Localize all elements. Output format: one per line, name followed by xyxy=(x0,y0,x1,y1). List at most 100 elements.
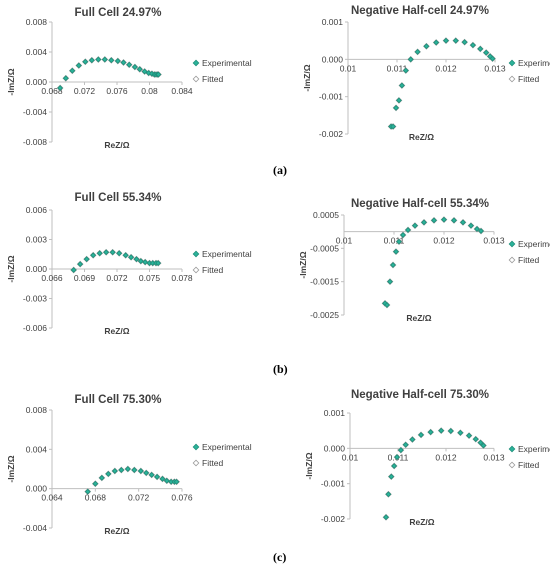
chart1-experimental-point xyxy=(108,57,115,64)
chart5-xtick-label: 0.072 xyxy=(128,493,150,503)
chart6-ytick-label: 0.000 xyxy=(324,443,346,453)
chart2-experimental-point xyxy=(414,49,421,55)
chart6-experimental-point xyxy=(388,473,395,480)
chart5-ytick-label: 0.004 xyxy=(26,444,48,454)
chart2-xtick-label: 0.01 xyxy=(340,63,357,73)
chart4-experimental-point xyxy=(478,228,484,234)
chart5-xtick-label: 0.076 xyxy=(171,493,193,503)
chart4-xtick-label: 0.012 xyxy=(433,236,455,246)
chart5-y-label: -ImZ/Ω xyxy=(6,455,16,482)
chart5-xtick-label: 0.068 xyxy=(85,493,107,503)
chart6-legend-experimental-marker xyxy=(508,445,516,453)
chart6-ytick-label: 0.001 xyxy=(324,408,346,418)
chart4-xtick-label: 0.011 xyxy=(384,236,405,246)
chart4-legend-fitted-marker xyxy=(508,256,516,264)
chart2-experimental-point xyxy=(489,55,496,62)
chart3-legend-fitted-marker xyxy=(192,266,200,274)
chart5-legend-experimental-marker xyxy=(192,443,200,451)
chart2-xtick-label: 0.013 xyxy=(484,63,506,73)
chart3-experimental-point xyxy=(137,258,144,264)
chart1-ytick-label: 0.008 xyxy=(26,17,48,27)
panel-label-b: (b) xyxy=(273,362,288,376)
chart2-experimental-point xyxy=(407,56,414,63)
chart1-experimental-point xyxy=(114,58,121,64)
chart2-legend-experimental-marker xyxy=(508,59,516,67)
chart3-experimental-point xyxy=(103,249,110,256)
chart5-experimental-point xyxy=(105,471,112,477)
chart5-x-label: ReZ/Ω xyxy=(104,526,129,536)
chart1-experimental-point xyxy=(101,56,108,63)
chart2-experimental-point xyxy=(402,67,409,74)
chart1-legend-fitted-marker xyxy=(192,75,200,83)
chart2-ytick-label: 0.001 xyxy=(322,17,344,27)
chart3-xtick-label: 0.066 xyxy=(41,273,63,283)
chart4-experimental-point xyxy=(460,219,466,226)
chart4-experimental-point xyxy=(384,302,390,308)
chart3-experimental-point xyxy=(116,250,123,257)
chart6-xtick-label: 0.01 xyxy=(342,452,359,462)
chart6-experimental-point xyxy=(385,491,392,498)
chart4-xtick-label: 0.01 xyxy=(336,236,353,246)
chart6-legend-fitted-marker xyxy=(508,461,516,469)
chart4-ytick-label: 0.0005 xyxy=(313,210,339,220)
chart2-ytick-label: 0.000 xyxy=(322,54,344,64)
chart1-experimental-point xyxy=(145,70,152,76)
chart3-xtick-label: 0.072 xyxy=(106,273,128,283)
chart2-ytick-label: -0.002 xyxy=(319,129,343,139)
chart3-ytick-label: -0.003 xyxy=(23,294,47,304)
chart3-xtick-label: 0.078 xyxy=(171,273,193,283)
chart3-experimental-point xyxy=(96,250,103,257)
chart3-legend-fitted: Fitted xyxy=(202,265,224,275)
chart1-xtick-label: 0.084 xyxy=(171,86,193,96)
chart4-xtick-label: 0.013 xyxy=(483,236,505,246)
chart6-experimental-point xyxy=(398,447,404,453)
chart5-experimental-point xyxy=(159,475,166,482)
chart3-experimental-point xyxy=(122,252,129,259)
chart4-experimental-point xyxy=(441,216,447,223)
chart5-experimental-point xyxy=(98,474,105,481)
chart6-experimental-point xyxy=(457,429,464,436)
chart1-xtick-label: 0.08 xyxy=(141,86,158,96)
chart5-experimental-point xyxy=(84,488,91,495)
chart6-experimental-point xyxy=(427,429,434,435)
chart5-experimental-point xyxy=(124,466,131,472)
chart5-experimental-point xyxy=(118,467,125,473)
chart3-legend-experimental: Experimental xyxy=(202,249,252,259)
chart3-ytick-label: 0.003 xyxy=(26,235,48,245)
chart6-experimental-point xyxy=(402,441,409,448)
chart6-experimental-point xyxy=(438,427,445,434)
chart1-legend-fitted: Fitted xyxy=(202,74,224,84)
chart3-experimental-point xyxy=(142,259,149,265)
chart3-experimental-point xyxy=(128,254,134,261)
chart1-ytick-label: 0.004 xyxy=(26,47,48,57)
chart1-experimental-point xyxy=(120,59,127,66)
chart4-x-label: ReZ/Ω xyxy=(406,313,431,323)
chart6-experimental-point xyxy=(383,514,389,521)
chart5-experimental-point xyxy=(148,472,155,478)
chart1-experimental-point xyxy=(155,71,162,78)
chart1-legend-experimental: Experimental xyxy=(202,58,252,68)
chart4-legend-experimental: Experimental xyxy=(518,239,550,249)
chart5-experimental-point xyxy=(154,474,160,480)
chart2-experimental-point xyxy=(477,46,484,52)
chart6-xtick-label: 0.013 xyxy=(483,452,505,462)
chart4-experimental-point xyxy=(431,217,437,224)
chart5-title: Full Cell 75.30% xyxy=(75,394,162,406)
chart4-ytick-label: -0.0005 xyxy=(310,243,339,253)
chart6-y-label: -ImZ/Ω xyxy=(304,452,314,479)
chart1-experimental-point xyxy=(69,67,76,74)
chart3-title: Full Cell 55.34% xyxy=(75,192,162,204)
chart3-y-label: -ImZ/Ω xyxy=(6,255,16,282)
chart1-experimental-point xyxy=(75,62,82,69)
chart4-experimental-point xyxy=(468,222,474,229)
chart1-experimental-point xyxy=(62,75,69,82)
chart3-experimental-point xyxy=(77,261,84,267)
panel-label-a: (a) xyxy=(273,163,287,177)
chart1-ytick-label: -0.004 xyxy=(23,107,47,117)
chart6-experimental-point xyxy=(418,432,424,438)
chart3-xtick-label: 0.075 xyxy=(139,273,161,283)
chart6-experimental-point xyxy=(472,436,479,443)
chart4-ytick-label: -0.0015 xyxy=(310,277,339,287)
chart2-experimental-point xyxy=(393,105,399,111)
